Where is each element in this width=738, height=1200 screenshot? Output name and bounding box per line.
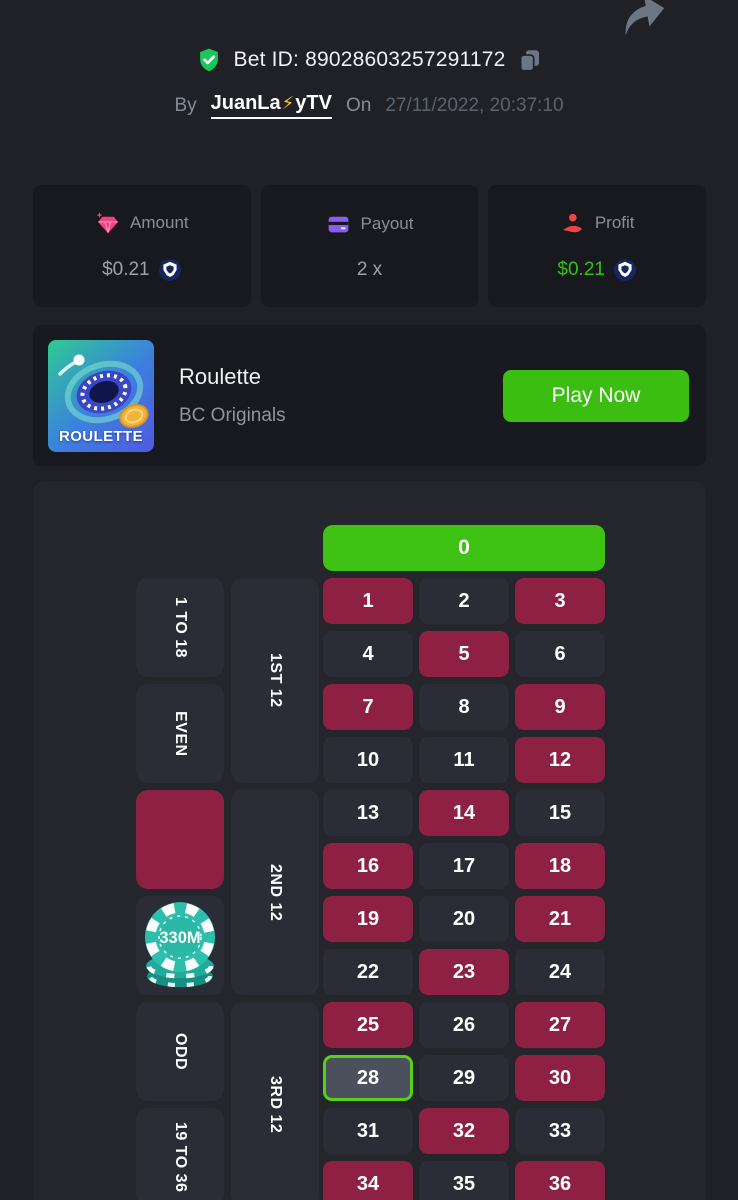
game-card: ROULETTE Roulette BC Originals Play Now <box>33 325 706 466</box>
roulette-number-6[interactable]: 6 <box>515 631 605 677</box>
roulette-number-28[interactable]: 28 <box>323 1055 413 1101</box>
username-link[interactable]: JuanLa ⚡ yTV <box>210 92 332 119</box>
roulette-number-20[interactable]: 20 <box>419 896 509 942</box>
lightning-emoji: ⚡ <box>281 93 295 113</box>
roulette-number-17[interactable]: 17 <box>419 843 509 889</box>
profit-label: Profit <box>594 213 635 232</box>
amount-card: Amount $0.21 <box>33 185 251 307</box>
bet-odd-label: ODD <box>172 1032 189 1071</box>
roulette-number-19[interactable]: 19 <box>323 896 413 942</box>
roulette-number-24[interactable]: 24 <box>515 949 605 995</box>
roulette-number-12[interactable]: 12 <box>515 737 605 783</box>
roulette-number-2[interactable]: 2 <box>419 578 509 624</box>
byline-row: By JuanLa ⚡ yTV On 27/11/2022, 20:37:10 <box>0 92 738 119</box>
game-provider: BC Originals <box>179 405 286 426</box>
roulette-number-27[interactable]: 27 <box>515 1002 605 1048</box>
roulette-wheel-art <box>58 354 149 428</box>
thumbnail-title: ROULETTE <box>58 427 144 445</box>
roulette-number-34[interactable]: 34 <box>323 1161 413 1200</box>
payout-label: Payout <box>360 214 414 233</box>
share-icon <box>625 0 665 36</box>
copy-icon[interactable] <box>517 48 542 73</box>
bet-3rd-12-label: 3RD 12 <box>267 1075 284 1134</box>
profit-hand-icon <box>562 213 583 232</box>
cro-coin-icon <box>158 258 181 281</box>
bet-1st-12[interactable]: 1ST 12 <box>231 578 319 783</box>
roulette-number-4[interactable]: 4 <box>323 631 413 677</box>
by-label: By <box>174 94 197 116</box>
roulette-number-22[interactable]: 22 <box>323 949 413 995</box>
bet-19-to-36[interactable]: 19 TO 36 <box>136 1108 224 1200</box>
roulette-number-33[interactable]: 33 <box>515 1108 605 1154</box>
bet-chip: 330M <box>141 898 219 990</box>
roulette-number-29[interactable]: 29 <box>419 1055 509 1101</box>
chip-value: 330M <box>159 929 200 947</box>
verified-shield-icon <box>200 48 219 72</box>
bet-odd[interactable]: ODD <box>136 1002 224 1101</box>
profit-value: $0.21 <box>557 258 605 280</box>
roulette-number-31[interactable]: 31 <box>323 1108 413 1154</box>
bet-2nd-12[interactable]: 2ND 12 <box>231 790 319 995</box>
bet-1-to-18-label: 1 TO 18 <box>172 596 189 658</box>
outside-bets-column: 1 TO 18 EVEN 330M ODD <box>136 578 224 1200</box>
share-button[interactable] <box>618 0 670 37</box>
bet-id-text: Bet ID: 89028603257291172 <box>233 48 506 71</box>
roulette-number-1[interactable]: 1 <box>323 578 413 624</box>
roulette-number-35[interactable]: 35 <box>419 1161 509 1200</box>
roulette-number-13[interactable]: 13 <box>323 790 413 836</box>
roulette-number-10[interactable]: 10 <box>323 737 413 783</box>
bet-id-row: Bet ID: 89028603257291172 <box>0 47 738 73</box>
game-info: Roulette BC Originals <box>179 364 286 427</box>
roulette-table-panel: 0 1 TO 18 EVEN 330M <box>33 481 706 1200</box>
bet-19-to-36-label: 19 TO 36 <box>172 1122 189 1193</box>
roulette-number-32[interactable]: 32 <box>419 1108 509 1154</box>
bet-even-label: EVEN <box>172 710 189 757</box>
roulette-number-30[interactable]: 30 <box>515 1055 605 1101</box>
payout-value: 2 x <box>356 258 383 280</box>
roulette-number-5[interactable]: 5 <box>419 631 509 677</box>
roulette-number-16[interactable]: 16 <box>323 843 413 889</box>
roulette-number-23[interactable]: 23 <box>419 949 509 995</box>
payout-card: Payout 2 x <box>260 185 479 307</box>
payout-card-icon <box>328 216 348 232</box>
roulette-grid: 1 2 3 4 5 6 7 8 9 10 11 12 13 14 15 16 17 18 19 20 21 22 23 24 2… <box>323 578 605 1200</box>
game-title: Roulette <box>179 364 261 389</box>
bet-2nd-12-label: 2ND 12 <box>267 863 284 922</box>
roulette-number-14[interactable]: 14 <box>419 790 509 836</box>
dozen-bets-column: 1ST 12 2ND 12 3RD 12 <box>231 578 319 1200</box>
roulette-number-15[interactable]: 15 <box>515 790 605 836</box>
cro-coin-icon <box>613 258 636 281</box>
bet-even[interactable]: EVEN <box>136 684 224 783</box>
roulette-number-25[interactable]: 25 <box>323 1002 413 1048</box>
bet-1st-12-label: 1ST 12 <box>267 653 284 708</box>
roulette-number-36[interactable]: 36 <box>515 1161 605 1200</box>
roulette-number-3[interactable]: 3 <box>515 578 605 624</box>
bet-red[interactable] <box>136 790 224 889</box>
profit-card: Profit $0.21 <box>488 185 707 307</box>
roulette-number-0[interactable]: 0 <box>323 525 605 571</box>
roulette-number-9[interactable]: 9 <box>515 684 605 730</box>
username-suffix: yTV <box>295 92 332 114</box>
bet-black[interactable]: 330M <box>136 896 224 995</box>
roulette-number-18[interactable]: 18 <box>515 843 605 889</box>
amount-gem-icon <box>96 211 118 233</box>
roulette-number-26[interactable]: 26 <box>419 1002 509 1048</box>
game-thumbnail[interactable]: ROULETTE <box>48 339 154 452</box>
play-now-button[interactable]: Play Now <box>503 369 689 422</box>
amount-label: Amount <box>130 213 189 232</box>
amount-value: $0.21 <box>102 258 150 280</box>
bet-3rd-12[interactable]: 3RD 12 <box>231 1002 319 1200</box>
on-label: On <box>345 94 372 116</box>
stats-row: Amount $0.21 Payout 2 x <box>33 185 707 307</box>
roulette-number-21[interactable]: 21 <box>515 896 605 942</box>
username-prefix: JuanLa <box>210 92 281 114</box>
bet-datetime: 27/11/2022, 20:37:10 <box>385 94 564 116</box>
bet-1-to-18[interactable]: 1 TO 18 <box>136 578 224 677</box>
roulette-number-11[interactable]: 11 <box>419 737 509 783</box>
roulette-number-8[interactable]: 8 <box>419 684 509 730</box>
roulette-number-7[interactable]: 7 <box>323 684 413 730</box>
